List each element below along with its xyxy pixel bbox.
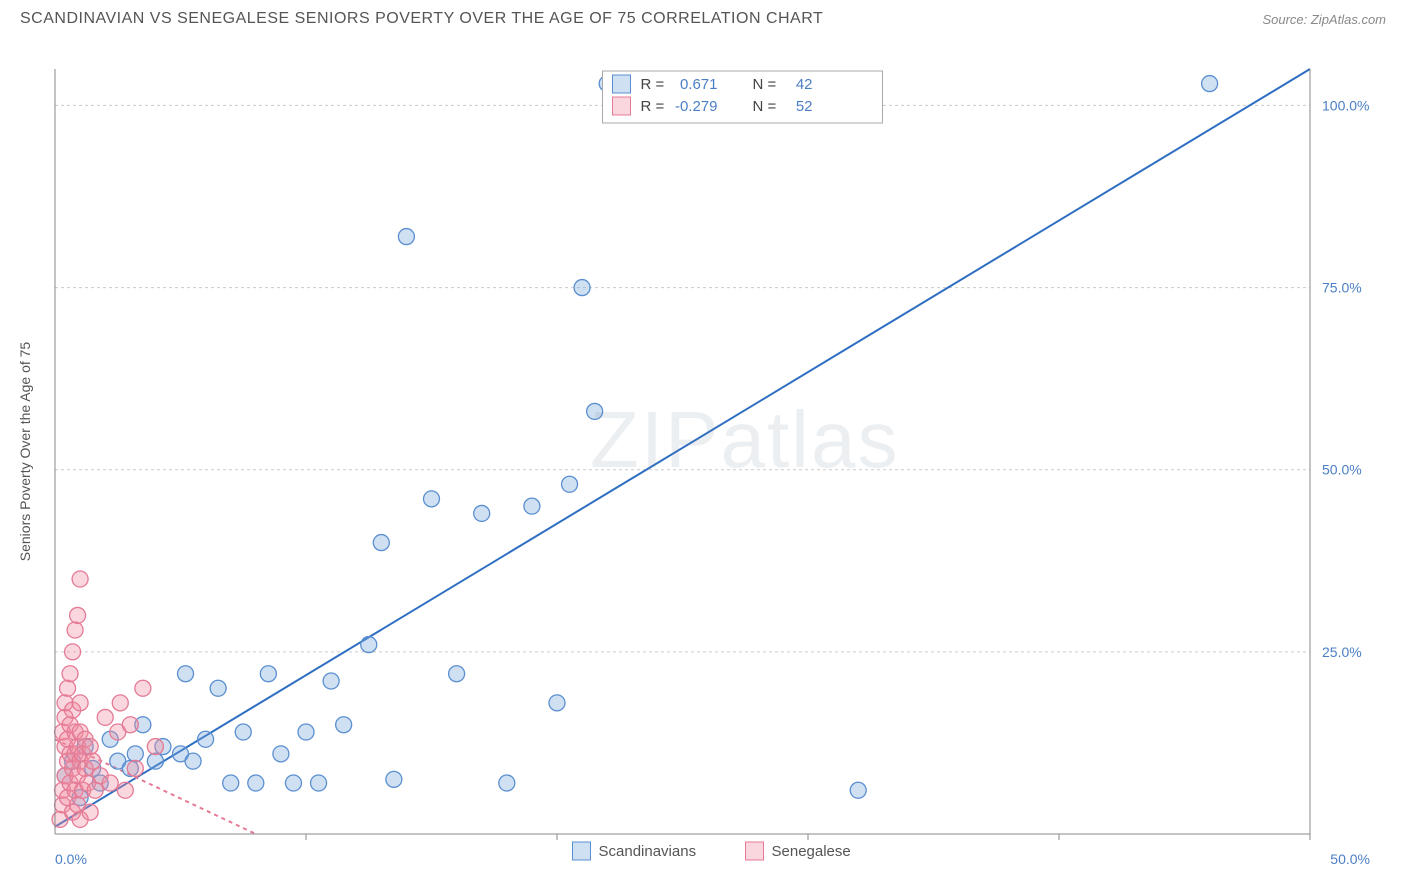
y-tick-label: 75.0%: [1322, 280, 1362, 296]
y-tick-label: 25.0%: [1322, 644, 1362, 660]
header-bar: SCANDINAVIAN VS SENEGALESE SENIORS POVER…: [0, 0, 1406, 34]
y-tick-label: 100.0%: [1322, 97, 1369, 113]
scatter-chart-svg: 25.0% 50.0% 75.0% 100.0% Seniors Poverty Ove…: [0, 34, 1406, 884]
y-tick-label: 50.0%: [1322, 462, 1362, 478]
data-point: [386, 771, 402, 787]
data-point: [248, 775, 264, 791]
data-point: [178, 666, 194, 682]
data-point: [67, 622, 83, 638]
data-point: [185, 753, 201, 769]
data-point: [260, 666, 276, 682]
data-point: [273, 746, 289, 762]
data-point: [122, 717, 138, 733]
data-point: [82, 739, 98, 755]
data-point: [97, 709, 113, 725]
chart-title: SCANDINAVIAN VS SENEGALESE SENIORS POVER…: [20, 10, 823, 28]
data-point: [562, 476, 578, 492]
data-point: [147, 753, 163, 769]
legend-swatch: [613, 75, 631, 93]
data-point: [82, 804, 98, 820]
data-point: [549, 695, 565, 711]
x-min-label: 0.0%: [55, 851, 87, 867]
data-point: [102, 775, 118, 791]
legend-n-value: 42: [796, 76, 813, 93]
data-point: [298, 724, 314, 740]
data-point: [311, 775, 327, 791]
data-point: [587, 403, 603, 419]
series-legend-label: Scandinavians: [599, 843, 697, 860]
data-point: [398, 229, 414, 245]
data-point: [117, 782, 133, 798]
legend-r-value: -0.279: [675, 98, 718, 115]
data-point: [70, 607, 86, 623]
series-legend-swatch: [746, 842, 764, 860]
data-point: [474, 505, 490, 521]
data-point: [449, 666, 465, 682]
data-point: [210, 680, 226, 696]
source-label: Source: ZipAtlas.com: [1262, 12, 1386, 27]
data-point: [60, 680, 76, 696]
data-point: [850, 782, 866, 798]
data-point: [127, 746, 143, 762]
series-legend-label: Senegalese: [772, 843, 851, 860]
chart-container: ZIPatlas 25.0%50.0%75.0%100.0%Seniors Po…: [0, 34, 1406, 884]
data-point: [62, 666, 78, 682]
data-point: [147, 739, 163, 755]
data-point: [424, 491, 440, 507]
data-point: [499, 775, 515, 791]
data-point: [65, 644, 81, 660]
data-point: [323, 673, 339, 689]
data-point: [198, 731, 214, 747]
legend-n-label: N =: [753, 76, 777, 93]
series-legend-swatch: [573, 842, 591, 860]
data-point: [72, 571, 88, 587]
data-point: [87, 782, 103, 798]
y-axis-title: Seniors Poverty Over the Age of 75: [17, 342, 33, 562]
data-point: [85, 753, 101, 769]
data-point: [223, 775, 239, 791]
legend-n-label: N =: [753, 98, 777, 115]
data-point: [574, 280, 590, 296]
legend-n-value: 52: [796, 98, 813, 115]
data-point: [361, 637, 377, 653]
data-point: [72, 695, 88, 711]
x-max-label: 50.0%: [1330, 851, 1370, 867]
data-point: [285, 775, 301, 791]
legend-swatch: [613, 97, 631, 115]
legend-r-label: R =: [641, 98, 665, 115]
legend-r-label: R =: [641, 76, 665, 93]
regression-line: [55, 69, 1310, 827]
legend-r-value: 0.671: [680, 76, 718, 93]
data-point: [373, 535, 389, 551]
data-point: [336, 717, 352, 733]
data-point: [127, 760, 143, 776]
data-point: [1202, 76, 1218, 92]
data-point: [135, 680, 151, 696]
data-point: [524, 498, 540, 514]
data-point: [112, 695, 128, 711]
data-point: [235, 724, 251, 740]
